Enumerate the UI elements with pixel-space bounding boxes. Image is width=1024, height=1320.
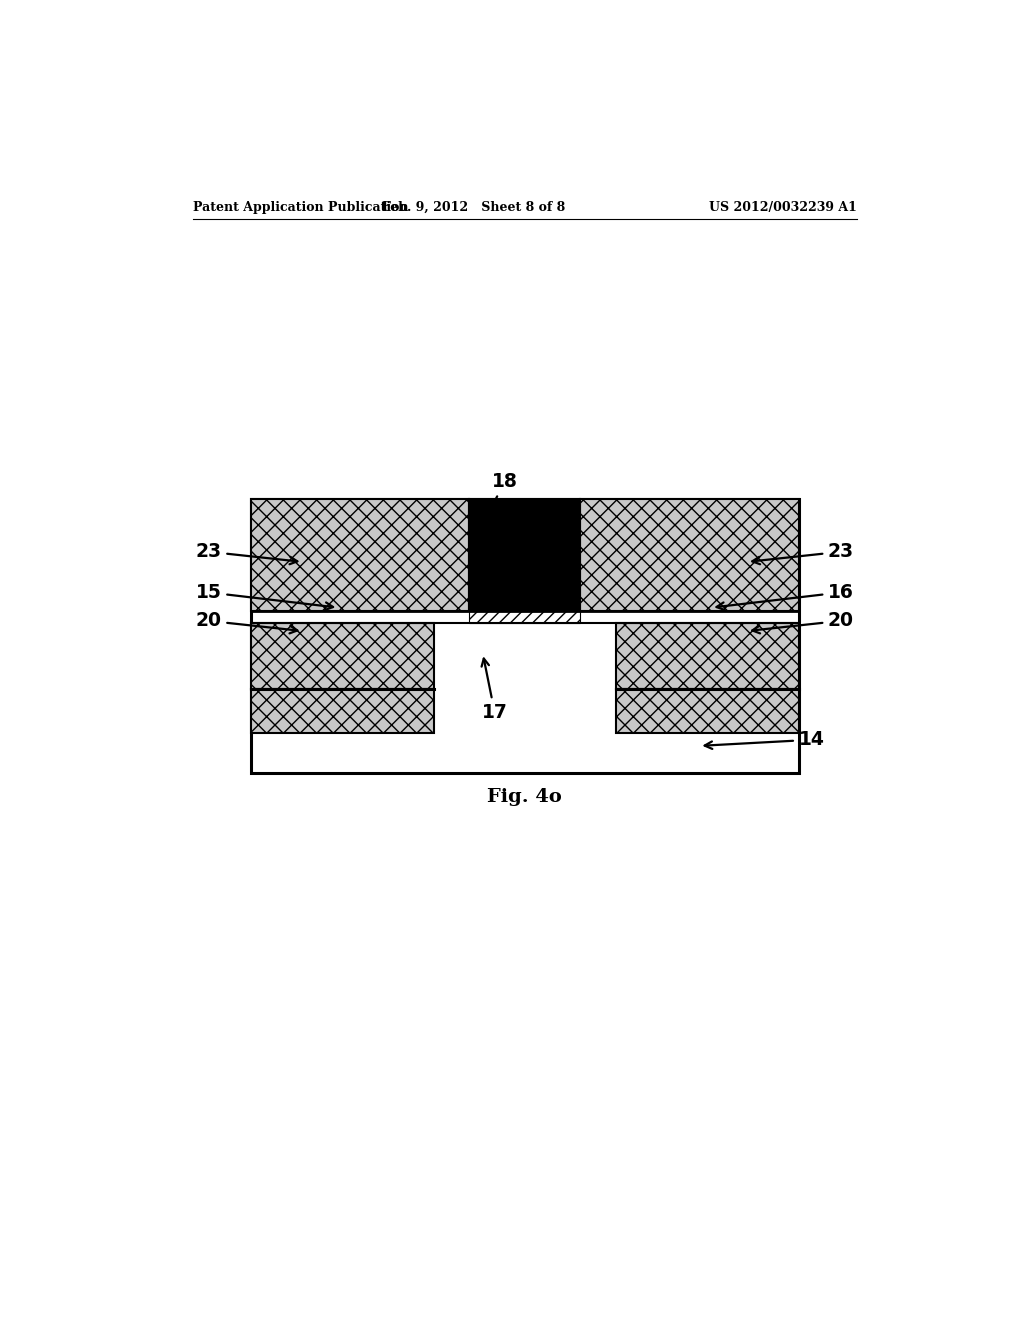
Text: 23: 23 [196, 543, 297, 564]
Text: 18: 18 [489, 473, 518, 512]
Text: Fig. 4o: Fig. 4o [487, 788, 562, 805]
Bar [251, 689, 433, 733]
Bar [581, 499, 799, 611]
Text: 20: 20 [753, 611, 854, 634]
Text: Feb. 9, 2012   Sheet 8 of 8: Feb. 9, 2012 Sheet 8 of 8 [382, 201, 565, 214]
Bar [251, 499, 469, 611]
Bar [251, 623, 433, 689]
Text: 17: 17 [481, 659, 508, 722]
Text: 14: 14 [705, 730, 824, 750]
Bar [251, 499, 799, 774]
Text: 15: 15 [196, 583, 333, 610]
Text: 23: 23 [753, 543, 854, 564]
Text: 20: 20 [196, 611, 297, 634]
Bar [616, 623, 799, 689]
Bar [469, 611, 581, 623]
Text: US 2012/0032239 A1: US 2012/0032239 A1 [709, 201, 856, 214]
Bar [469, 499, 581, 611]
Text: 16: 16 [717, 583, 854, 610]
Text: Patent Application Publication: Patent Application Publication [194, 201, 409, 214]
Bar [616, 689, 799, 733]
